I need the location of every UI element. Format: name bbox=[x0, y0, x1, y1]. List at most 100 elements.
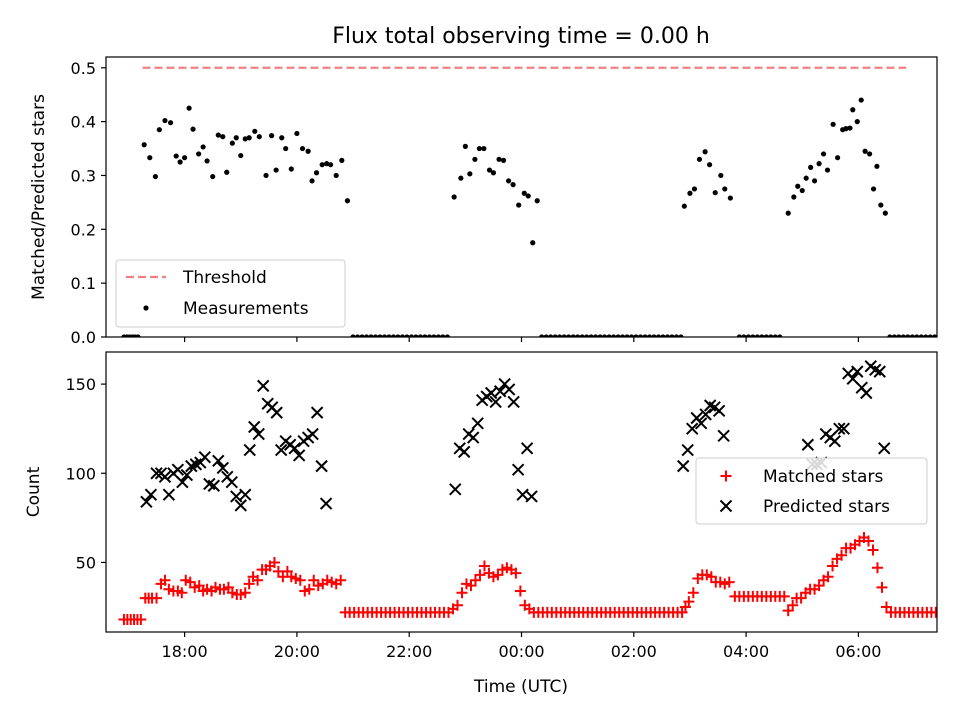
data-point bbox=[156, 127, 162, 133]
data-point bbox=[363, 334, 370, 337]
data-point bbox=[588, 334, 594, 337]
data-point bbox=[777, 334, 783, 337]
data-point bbox=[135, 334, 141, 337]
data-point bbox=[696, 156, 703, 162]
predicted-point bbox=[270, 406, 283, 419]
predicted-point bbox=[828, 434, 842, 448]
data-point bbox=[309, 178, 315, 184]
predicted-point bbox=[878, 442, 891, 455]
matched-point bbox=[687, 587, 699, 599]
data-point bbox=[687, 190, 693, 196]
data-point bbox=[279, 135, 285, 141]
data-point bbox=[481, 145, 487, 152]
chart-title: Flux total observing time = 0.00 h bbox=[332, 24, 710, 49]
data-point bbox=[706, 162, 713, 168]
matched-point bbox=[294, 574, 306, 586]
data-point bbox=[905, 334, 911, 337]
legend-measurements-swatch bbox=[143, 305, 149, 311]
legend-predicted-swatch bbox=[719, 499, 733, 513]
bottom-panel: Count 50 100 150 18:00 20:00 22:00 00:00 02:00 0… bbox=[24, 351, 938, 661]
data-point bbox=[273, 167, 279, 173]
predicted-point bbox=[851, 365, 864, 378]
data-point bbox=[444, 334, 450, 337]
data-point bbox=[808, 164, 814, 170]
predicted-point bbox=[489, 395, 502, 409]
data-point bbox=[816, 161, 822, 167]
data-point bbox=[204, 158, 210, 164]
data-point bbox=[619, 334, 626, 337]
data-point bbox=[359, 334, 365, 337]
predicted-point bbox=[239, 488, 252, 501]
predicted-point bbox=[292, 449, 306, 462]
data-point bbox=[431, 334, 437, 337]
matched-point bbox=[303, 583, 315, 595]
data-point bbox=[681, 203, 687, 209]
data-point bbox=[646, 334, 653, 337]
data-point bbox=[736, 334, 742, 337]
data-point bbox=[263, 172, 269, 179]
predicted-point bbox=[837, 422, 851, 435]
predicted-point bbox=[198, 451, 212, 464]
data-point bbox=[642, 334, 648, 337]
data-point bbox=[215, 132, 221, 138]
data-point bbox=[435, 334, 441, 337]
data-point bbox=[909, 334, 915, 337]
matched-point bbox=[478, 560, 490, 572]
predicted-point bbox=[712, 404, 726, 418]
data-point bbox=[381, 334, 388, 337]
data-point bbox=[510, 182, 516, 188]
data-point bbox=[399, 334, 406, 337]
data-point bbox=[350, 334, 356, 337]
matched-point bbox=[778, 590, 790, 602]
data-point bbox=[843, 126, 849, 132]
data-point bbox=[772, 334, 778, 337]
x-tick-label: 20:00 bbox=[274, 642, 320, 661]
predicted-point bbox=[306, 427, 319, 441]
top-y-axis-label: Matched/Predicted stars bbox=[29, 94, 49, 300]
data-point bbox=[830, 121, 836, 127]
predicted-point bbox=[699, 408, 712, 421]
predicted-point bbox=[511, 463, 525, 476]
data-point bbox=[242, 136, 248, 142]
data-point bbox=[319, 162, 325, 168]
predicted-point bbox=[458, 445, 471, 459]
data-point bbox=[741, 334, 747, 337]
data-point bbox=[914, 334, 920, 337]
legend-threshold-label: Threshold bbox=[182, 268, 267, 288]
data-point bbox=[664, 334, 671, 337]
data-point bbox=[896, 334, 902, 337]
data-point bbox=[210, 173, 216, 180]
y-tick-label: 0.5 bbox=[71, 59, 96, 78]
data-point bbox=[426, 334, 433, 337]
data-point bbox=[521, 190, 527, 196]
predicted-point bbox=[180, 468, 194, 482]
data-point bbox=[754, 334, 760, 337]
data-point bbox=[333, 172, 339, 179]
matched-point bbox=[451, 599, 463, 611]
data-point bbox=[422, 334, 428, 337]
data-point bbox=[557, 334, 563, 337]
data-point bbox=[167, 120, 174, 126]
data-point bbox=[566, 334, 572, 337]
data-point bbox=[368, 334, 374, 337]
data-point bbox=[870, 186, 877, 192]
predicted-point bbox=[207, 479, 221, 492]
data-point bbox=[799, 187, 805, 194]
data-point bbox=[811, 178, 818, 184]
data-point bbox=[339, 157, 345, 163]
data-point bbox=[673, 334, 680, 337]
series-measurements bbox=[121, 97, 937, 337]
predicted-point bbox=[467, 431, 480, 444]
data-point bbox=[516, 202, 522, 208]
data-point bbox=[162, 117, 168, 124]
matched-point bbox=[867, 544, 879, 556]
predicted-point bbox=[685, 422, 699, 435]
data-point bbox=[413, 334, 419, 337]
matched-point bbox=[239, 587, 251, 599]
predicted-point bbox=[257, 379, 270, 393]
data-point bbox=[530, 240, 536, 246]
data-point bbox=[624, 334, 630, 337]
legend-matched-label: Matched stars bbox=[763, 467, 883, 487]
data-point bbox=[233, 135, 239, 141]
